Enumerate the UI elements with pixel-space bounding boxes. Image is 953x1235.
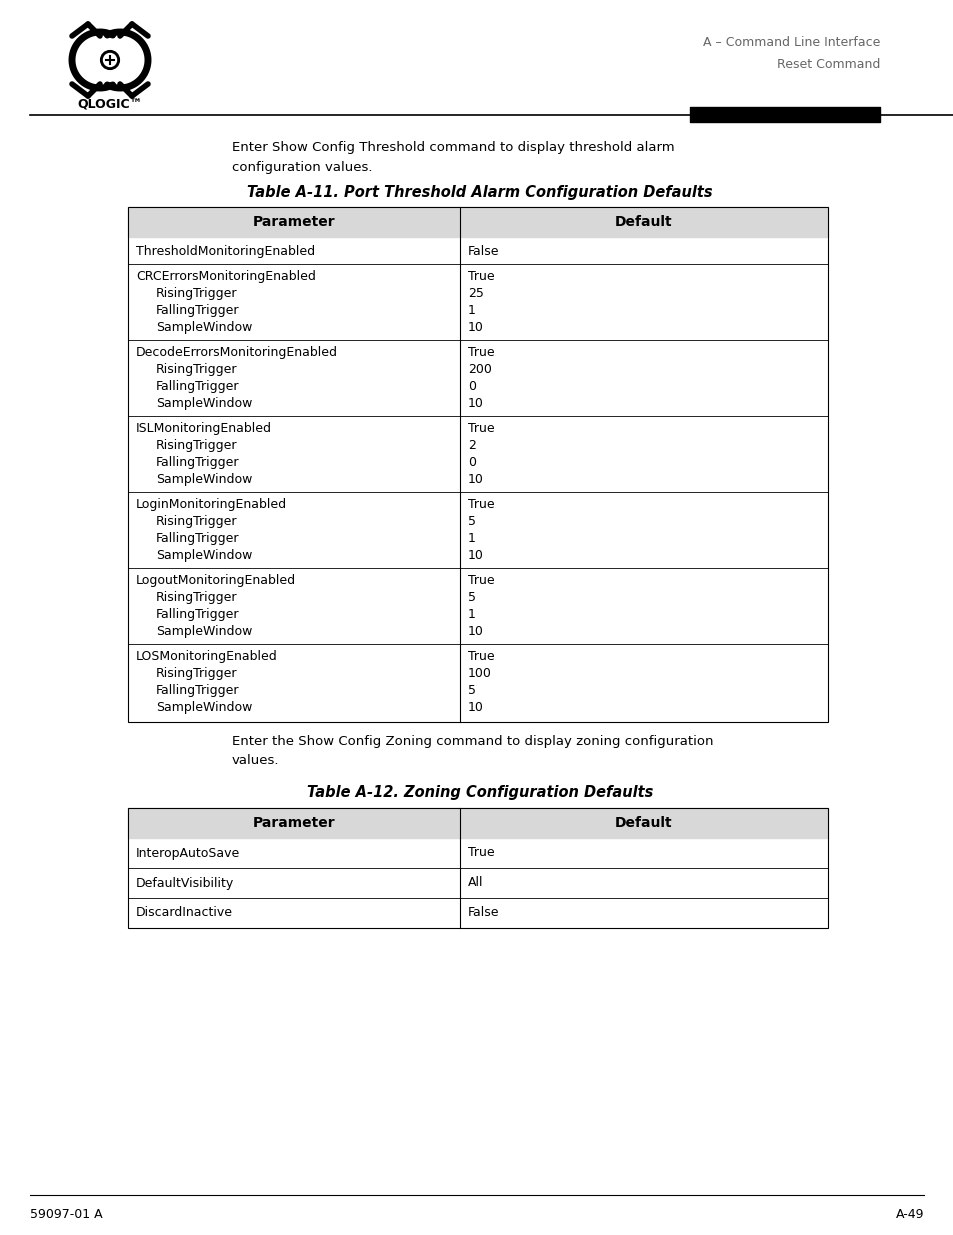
Text: True: True — [468, 270, 494, 283]
Text: FallingTrigger: FallingTrigger — [156, 684, 239, 697]
Text: LoginMonitoringEnabled: LoginMonitoringEnabled — [136, 498, 287, 511]
Text: 59097-01 A: 59097-01 A — [30, 1209, 103, 1221]
Text: RisingTrigger: RisingTrigger — [156, 363, 237, 375]
Text: 10: 10 — [468, 701, 483, 714]
Text: 5: 5 — [468, 515, 476, 529]
Text: 10: 10 — [468, 550, 483, 562]
Text: Default: Default — [615, 215, 672, 228]
Text: 10: 10 — [468, 396, 483, 410]
Text: FallingTrigger: FallingTrigger — [156, 532, 239, 545]
Text: QLOGIC™: QLOGIC™ — [77, 99, 142, 111]
Text: LogoutMonitoringEnabled: LogoutMonitoringEnabled — [136, 574, 295, 587]
Text: Parameter: Parameter — [253, 816, 335, 830]
Text: Enter the Show Config Zoning command to display zoning configuration: Enter the Show Config Zoning command to … — [232, 736, 713, 748]
Text: 0: 0 — [468, 456, 476, 469]
Text: 200: 200 — [468, 363, 492, 375]
Text: 1: 1 — [468, 608, 476, 621]
Text: 1: 1 — [468, 532, 476, 545]
Text: SampleWindow: SampleWindow — [156, 321, 253, 333]
Bar — [128, 207, 827, 722]
Text: DiscardInactive: DiscardInactive — [136, 906, 233, 920]
Text: RisingTrigger: RisingTrigger — [156, 667, 237, 680]
Text: All: All — [468, 877, 483, 889]
Text: ISLMonitoringEnabled: ISLMonitoringEnabled — [136, 422, 272, 435]
Text: RisingTrigger: RisingTrigger — [156, 592, 237, 604]
Text: LOSMonitoringEnabled: LOSMonitoringEnabled — [136, 650, 277, 663]
Text: FallingTrigger: FallingTrigger — [156, 380, 239, 393]
Text: DecodeErrorsMonitoringEnabled: DecodeErrorsMonitoringEnabled — [136, 346, 337, 359]
Text: False: False — [468, 245, 499, 258]
Text: 0: 0 — [468, 380, 476, 393]
Text: 2: 2 — [468, 438, 476, 452]
Text: Reset Command: Reset Command — [776, 58, 879, 70]
Text: Table A-12. Zoning Configuration Defaults: Table A-12. Zoning Configuration Default… — [307, 784, 653, 799]
Text: RisingTrigger: RisingTrigger — [156, 515, 237, 529]
Text: SampleWindow: SampleWindow — [156, 396, 253, 410]
Text: FallingTrigger: FallingTrigger — [156, 304, 239, 317]
Text: True: True — [468, 846, 494, 860]
Text: SampleWindow: SampleWindow — [156, 550, 253, 562]
Text: True: True — [468, 422, 494, 435]
Text: False: False — [468, 906, 499, 920]
Text: True: True — [468, 498, 494, 511]
Text: Enter Show Config Threshold command to display threshold alarm: Enter Show Config Threshold command to d… — [232, 142, 674, 154]
Text: Default: Default — [615, 816, 672, 830]
Text: ThresholdMonitoringEnabled: ThresholdMonitoringEnabled — [136, 245, 314, 258]
Text: A – Command Line Interface: A – Command Line Interface — [702, 36, 879, 48]
Text: SampleWindow: SampleWindow — [156, 473, 253, 487]
Text: Parameter: Parameter — [253, 215, 335, 228]
Text: CRCErrorsMonitoringEnabled: CRCErrorsMonitoringEnabled — [136, 270, 315, 283]
Text: 5: 5 — [468, 684, 476, 697]
Text: 10: 10 — [468, 321, 483, 333]
Text: 25: 25 — [468, 287, 483, 300]
Text: FallingTrigger: FallingTrigger — [156, 608, 239, 621]
Text: InteropAutoSave: InteropAutoSave — [136, 846, 240, 860]
Text: 5: 5 — [468, 592, 476, 604]
Text: values.: values. — [232, 753, 279, 767]
Text: 1: 1 — [468, 304, 476, 317]
Text: RisingTrigger: RisingTrigger — [156, 287, 237, 300]
Text: configuration values.: configuration values. — [232, 162, 372, 174]
Text: True: True — [468, 346, 494, 359]
Text: RisingTrigger: RisingTrigger — [156, 438, 237, 452]
Text: True: True — [468, 650, 494, 663]
Text: Table A-11. Port Threshold Alarm Configuration Defaults: Table A-11. Port Threshold Alarm Configu… — [247, 184, 712, 200]
Text: A-49: A-49 — [895, 1209, 923, 1221]
Bar — [128, 808, 827, 927]
Text: DefaultVisibility: DefaultVisibility — [136, 877, 234, 889]
Text: SampleWindow: SampleWindow — [156, 625, 253, 638]
Text: 10: 10 — [468, 625, 483, 638]
Text: SampleWindow: SampleWindow — [156, 701, 253, 714]
Text: FallingTrigger: FallingTrigger — [156, 456, 239, 469]
Text: 100: 100 — [468, 667, 492, 680]
Text: True: True — [468, 574, 494, 587]
Text: 10: 10 — [468, 473, 483, 487]
Circle shape — [103, 53, 116, 67]
